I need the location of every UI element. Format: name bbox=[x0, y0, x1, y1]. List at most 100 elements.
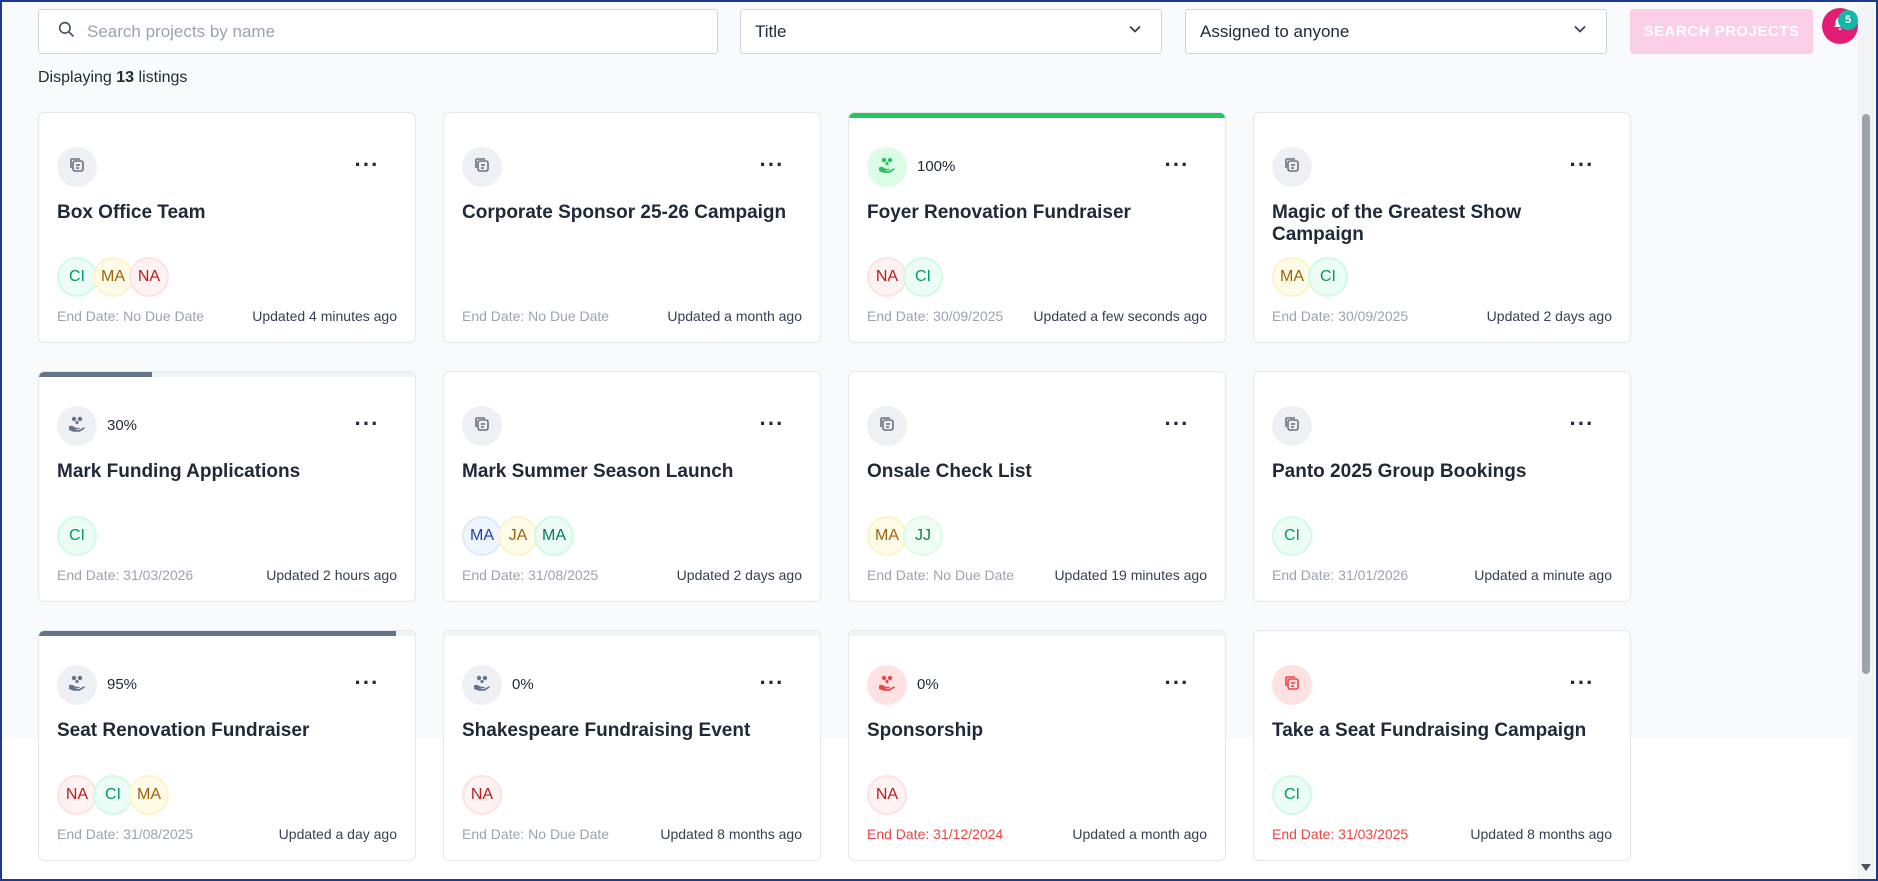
more-options-button[interactable]: ··· bbox=[1163, 153, 1191, 177]
updated-time: Updated 2 hours ago bbox=[266, 567, 397, 583]
avatar[interactable]: MA bbox=[129, 775, 169, 815]
project-title[interactable]: Magic of the Greatest Show Campaign bbox=[1272, 202, 1522, 245]
project-card[interactable]: 95% ··· Seat Renovation Fundraiser NA CI MA En… bbox=[38, 630, 416, 861]
progress-percent: 100% bbox=[917, 158, 956, 175]
progress-percent: 0% bbox=[512, 676, 534, 693]
project-card[interactable]: ··· Take a Seat Fundraising Campaign CI End… bbox=[1253, 630, 1631, 861]
project-type-badge bbox=[1272, 665, 1312, 705]
updated-time: Updated a few seconds ago bbox=[1033, 308, 1207, 324]
avatar[interactable]: CI bbox=[93, 775, 133, 815]
assignee-select[interactable]: Assigned to anyone bbox=[1185, 9, 1607, 54]
copy-icon bbox=[472, 155, 492, 180]
avatar[interactable]: NA bbox=[129, 257, 169, 297]
progress-fill bbox=[39, 372, 152, 377]
progress-bar bbox=[39, 372, 415, 377]
project-title[interactable]: Mark Summer Season Launch bbox=[462, 461, 734, 482]
project-title[interactable]: Panto 2025 Group Bookings bbox=[1272, 461, 1527, 482]
more-options-button[interactable]: ··· bbox=[1568, 671, 1596, 695]
avatar[interactable]: NA bbox=[867, 257, 907, 297]
listing-count-prefix: Displaying bbox=[38, 69, 112, 86]
avatar[interactable]: MA bbox=[867, 516, 907, 556]
copy-icon bbox=[1282, 673, 1302, 698]
search-projects-button[interactable]: SEARCH PROJECTS bbox=[1630, 9, 1813, 54]
project-title[interactable]: Seat Renovation Fundraiser bbox=[57, 720, 310, 741]
listing-count-suffix: listings bbox=[138, 69, 188, 86]
progress-bar bbox=[849, 113, 1225, 118]
updated-time: Updated a day ago bbox=[278, 826, 397, 842]
avatar[interactable]: MA bbox=[534, 516, 574, 556]
avatar[interactable]: NA bbox=[462, 775, 502, 815]
project-title[interactable]: Shakespeare Fundraising Event bbox=[462, 720, 751, 741]
avatar[interactable]: CI bbox=[903, 257, 943, 297]
project-title[interactable]: Foyer Renovation Fundraiser bbox=[867, 202, 1131, 223]
progress-fill bbox=[849, 113, 1225, 118]
project-type-badge bbox=[867, 147, 907, 187]
project-title[interactable]: Box Office Team bbox=[57, 202, 206, 223]
avatar[interactable]: CI bbox=[57, 257, 97, 297]
more-options-button[interactable]: ··· bbox=[1568, 153, 1596, 177]
scrollbar-thumb[interactable] bbox=[1862, 114, 1870, 674]
project-card[interactable]: ··· Panto 2025 Group Bookings CI End Date: … bbox=[1253, 371, 1631, 602]
project-card[interactable]: ··· Corporate Sponsor 25-26 Campaign End D… bbox=[443, 112, 821, 343]
more-options-button[interactable]: ··· bbox=[353, 153, 381, 177]
avatar[interactable]: CI bbox=[1272, 516, 1312, 556]
end-date: End Date: 31/03/2026 bbox=[57, 567, 194, 583]
more-horizontal-icon: ··· bbox=[1164, 670, 1190, 695]
more-horizontal-icon: ··· bbox=[354, 152, 380, 177]
avatar[interactable]: JA bbox=[498, 516, 538, 556]
scrollbar[interactable] bbox=[1858, 4, 1874, 879]
sort-select[interactable]: Title bbox=[740, 9, 1162, 54]
project-title[interactable]: Onsale Check List bbox=[867, 461, 1032, 482]
scroll-down-arrow-icon[interactable] bbox=[1861, 864, 1871, 871]
project-card[interactable]: ··· Onsale Check List MA JJ End Date: No Due… bbox=[848, 371, 1226, 602]
assignee-avatars: CI bbox=[1272, 516, 1312, 556]
project-card[interactable]: 0% ··· Shakespeare Fundraising Event NA End … bbox=[443, 630, 821, 861]
more-options-button[interactable]: ··· bbox=[758, 153, 786, 177]
copy-icon bbox=[67, 155, 87, 180]
avatar[interactable]: JJ bbox=[903, 516, 943, 556]
project-card[interactable]: ··· Mark Summer Season Launch MA JA MA End Da… bbox=[443, 371, 821, 602]
search-box[interactable] bbox=[38, 9, 718, 54]
project-card[interactable]: ··· Magic of the Greatest Show Campaign MA… bbox=[1253, 112, 1631, 343]
updated-time: Updated 4 minutes ago bbox=[252, 308, 397, 324]
copy-icon bbox=[877, 414, 897, 439]
search-input[interactable] bbox=[87, 21, 687, 42]
more-options-button[interactable]: ··· bbox=[758, 671, 786, 695]
copy-icon bbox=[1282, 414, 1302, 439]
project-type-badge bbox=[1272, 406, 1312, 446]
avatar[interactable]: NA bbox=[867, 775, 907, 815]
end-date: End Date: No Due Date bbox=[462, 826, 610, 842]
avatar[interactable]: CI bbox=[1308, 257, 1348, 297]
more-options-button[interactable]: ··· bbox=[353, 671, 381, 695]
project-type-badge bbox=[57, 406, 97, 446]
more-options-button[interactable]: ··· bbox=[758, 412, 786, 436]
project-card[interactable]: 30% ··· Mark Funding Applications CI End Dat… bbox=[38, 371, 416, 602]
toolbar: Title Assigned to anyone SEARCH PROJECTS bbox=[38, 9, 1840, 54]
project-card[interactable]: 100% ··· Foyer Renovation Fundraiser NA CI En… bbox=[848, 112, 1226, 343]
avatar[interactable]: CI bbox=[57, 516, 97, 556]
assignee-avatars: NA CI MA bbox=[57, 775, 169, 815]
more-options-button[interactable]: ··· bbox=[1163, 671, 1191, 695]
project-type-badge bbox=[462, 147, 502, 187]
avatar[interactable]: MA bbox=[1272, 257, 1312, 297]
project-title[interactable]: Take a Seat Fundraising Campaign bbox=[1272, 720, 1587, 741]
more-horizontal-icon: ··· bbox=[759, 411, 785, 436]
project-card[interactable]: 0% ··· Sponsorship NA End Date: 31/12/2024 Up… bbox=[848, 630, 1226, 861]
listing-count: Displaying 13 listings bbox=[38, 69, 187, 87]
more-options-button[interactable]: ··· bbox=[1163, 412, 1191, 436]
end-date: End Date: No Due Date bbox=[462, 308, 610, 324]
notification-count-badge: 5 bbox=[1838, 10, 1858, 30]
more-options-button[interactable]: ··· bbox=[1568, 412, 1596, 436]
project-title[interactable]: Sponsorship bbox=[867, 720, 984, 741]
avatar[interactable]: CI bbox=[1272, 775, 1312, 815]
more-options-button[interactable]: ··· bbox=[353, 412, 381, 436]
assignee-avatars: NA CI bbox=[867, 257, 943, 297]
project-title[interactable]: Mark Funding Applications bbox=[57, 461, 301, 482]
avatar[interactable]: MA bbox=[93, 257, 133, 297]
search-icon bbox=[57, 20, 75, 43]
avatar[interactable]: NA bbox=[57, 775, 97, 815]
project-type-badge bbox=[867, 406, 907, 446]
avatar[interactable]: MA bbox=[462, 516, 502, 556]
project-card[interactable]: ··· Box Office Team CI MA NA End Date: No Due… bbox=[38, 112, 416, 343]
project-title[interactable]: Corporate Sponsor 25-26 Campaign bbox=[462, 202, 787, 223]
